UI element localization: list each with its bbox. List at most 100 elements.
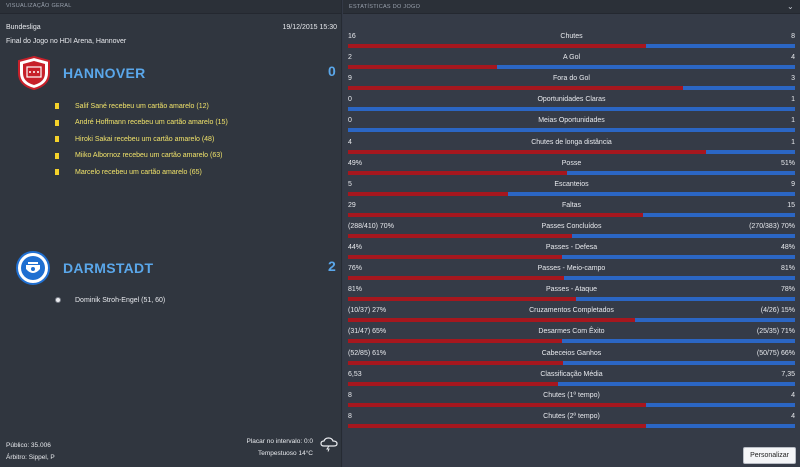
hannover-crest-icon[interactable] [16, 55, 52, 91]
stat-row: 44% Passes - Defesa 48% [348, 240, 795, 261]
customize-button[interactable]: Personalizar [743, 447, 796, 464]
stat-values: 29 Faltas 15 [348, 202, 795, 212]
darmstadt-crest-icon[interactable] [15, 250, 51, 286]
stat-row: 76% Passes - Meio-campo 81% [348, 261, 795, 282]
stat-bar-home [348, 65, 497, 70]
stat-label: Chutes de longa distância [531, 138, 612, 146]
yellow-card-event[interactable]: Marcelo recebeu um cartão amarelo (65) [55, 164, 228, 181]
stat-label: Posse [561, 159, 582, 167]
stat-label: Desarmes Com Êxito [538, 328, 605, 336]
stat-row: (10/37) 27% Cruzamentos Completados (4/26)… [348, 303, 795, 324]
stat-bar-home [348, 233, 572, 238]
referee[interactable]: Árbitro: Sippel, P [6, 454, 55, 461]
stat-bar [348, 128, 795, 133]
stat-away-value: 8 [791, 33, 795, 40]
stat-away-value: (4/26) 15% [760, 307, 795, 315]
stat-values: 76% Passes - Meio-campo 81% [348, 265, 795, 275]
stat-bar [348, 170, 795, 175]
away-team-name[interactable]: DARMSTADT [63, 260, 154, 276]
stat-bar [348, 297, 795, 302]
stat-home-value: (31/47) 65% [348, 328, 387, 336]
yellow-card-event[interactable]: Salif Sané recebeu um cartão amarelo (12… [55, 98, 228, 115]
halftime-score: Placar no intervalo: 0:0 [246, 438, 313, 445]
stat-row: 16 Chutes 8 [348, 29, 795, 50]
stat-away-value: 81% [780, 265, 795, 273]
stat-home-value: (52/85) 61% [348, 349, 387, 357]
stat-bar [348, 44, 795, 48]
stat-bar-home [348, 86, 684, 91]
yellow-card-icon [55, 136, 59, 143]
stat-values: (288/410) 70% Passes Concluídos (270/383) … [348, 223, 795, 233]
stat-bar [348, 381, 795, 386]
stat-away-value: (50/75) 66% [756, 349, 795, 357]
stat-label: Cabeceios Ganhos [541, 349, 602, 357]
stat-label: Passes - Ataque [546, 286, 597, 294]
stat-bar-home [348, 255, 562, 259]
stat-values: 16 Chutes 8 [348, 33, 795, 43]
stat-row: 0 Oportunidades Claras 1 [348, 92, 795, 113]
stat-away-value: 3 [791, 75, 795, 83]
stats-column-header [343, 14, 800, 24]
stat-bar [348, 191, 795, 196]
stats-header-title: ESTATÍSTICAS DO JOGO [349, 3, 421, 10]
stat-home-value: 8 [348, 412, 352, 420]
stat-values: 8 Chutes (1º tempo) 4 [348, 392, 795, 402]
stat-bar [348, 276, 795, 281]
stat-home-value: 0 [348, 117, 352, 125]
goal-event[interactable]: Dominik Stroh-Engel (51, 60) [55, 292, 165, 309]
stat-bar [348, 339, 795, 344]
stat-bar-home [348, 297, 576, 302]
match-overview-panel: VISUALIZAÇÃO GERAL Bundesliga 19/12/2015… [0, 0, 342, 467]
stat-values: (31/47) 65% Desarmes Com Êxito (25/35) 71% [348, 328, 795, 338]
football-icon [55, 297, 61, 304]
yellow-card-event[interactable]: André Hoffmann recebeu um cartão amarelo… [55, 115, 228, 132]
stat-row: 4 Chutes de longa distância 1 [348, 135, 795, 156]
stat-label: Chutes (1º tempo) [543, 391, 600, 399]
yellow-card-event[interactable]: Miiko Albornoz recebeu um cartão amarelo… [55, 148, 228, 165]
attendance: Público: 35.006 [6, 442, 51, 449]
stat-home-value: 0 [348, 96, 352, 104]
yellow-card-icon [55, 119, 59, 126]
stat-row: 2 A Gol 4 [348, 50, 795, 71]
stat-bar [348, 65, 795, 70]
stat-home-value: 5 [348, 180, 352, 188]
stat-bar-home [348, 360, 563, 365]
halftime-weather-info: Placar no intervalo: 0:0 Tempestuoso 14°… [247, 436, 313, 460]
stat-away-value: 4 [791, 391, 795, 399]
stat-bar-home [348, 149, 706, 154]
match-datetime: 19/12/2015 15:30 [282, 24, 338, 31]
home-score: 0 [328, 63, 336, 79]
stat-label: Passes - Meio-campo [537, 265, 606, 273]
chevron-down-icon[interactable]: ⌄ [786, 1, 794, 11]
weather-text: Tempestuoso 14°C [258, 450, 313, 457]
stat-bar-home [348, 339, 562, 344]
stat-away-value: 7,35 [781, 370, 795, 378]
stat-away-value: (25/35) 71% [756, 328, 795, 336]
yellow-card-event[interactable]: Hiroki Sakai recebeu um cartão amarelo (… [55, 131, 228, 148]
stat-values: (10/37) 27% Cruzamentos Completados (4/26)… [348, 307, 795, 317]
stat-away-value: 78% [780, 286, 795, 294]
stat-label: Escanteios [554, 180, 589, 188]
stat-row: 49% Posse 51% [348, 156, 795, 177]
stat-away-value: 4 [791, 54, 795, 62]
away-events-list: Dominik Stroh-Engel (51, 60) [55, 292, 165, 309]
stat-bar-home [348, 423, 647, 428]
stat-bar [348, 318, 795, 323]
stat-row: (52/85) 61% Cabeceios Ganhos (50/75) 66% [348, 346, 795, 367]
stat-home-value: 2 [348, 54, 352, 62]
stat-label: Faltas [561, 201, 582, 209]
stat-bar [348, 107, 795, 112]
stat-bar-home [348, 381, 559, 386]
stat-bar [348, 212, 795, 217]
yellow-card-icon [55, 152, 59, 159]
stat-label: Oportunidades Claras [537, 96, 606, 104]
stat-home-value: 81% [348, 286, 363, 294]
stat-label: Cruzamentos Completados [529, 307, 614, 315]
stat-row: 8 Chutes (1º tempo) 4 [348, 388, 795, 409]
competition-name[interactable]: Bundesliga [6, 24, 41, 31]
stat-home-value: (288/410) 70% [348, 222, 394, 230]
home-team-name[interactable]: HANNOVER [63, 65, 146, 81]
stat-label: Passes Concluídos [541, 222, 602, 230]
stat-row: 29 Faltas 15 [348, 198, 795, 219]
stat-row: 8 Chutes (2º tempo) 4 [348, 409, 795, 430]
